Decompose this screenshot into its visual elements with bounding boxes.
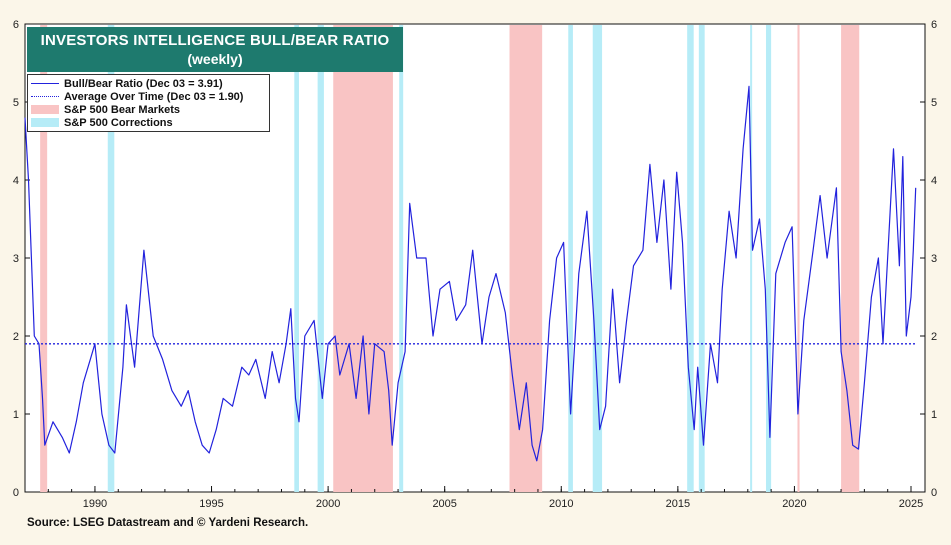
legend-swatch-correction [31, 118, 59, 127]
legend-item-bear: S&P 500 Bear Markets [31, 103, 180, 116]
x-tick-label-2: 2000 [316, 498, 340, 510]
bear-market-band-4 [841, 25, 860, 492]
legend-label-average: Average Over Time (Dec 03 = 1.90) [64, 90, 244, 103]
correction-band-8 [750, 25, 753, 492]
x-tick-label-6: 2020 [782, 498, 806, 510]
legend-label-correction: S&P 500 Corrections [64, 116, 173, 129]
x-tick-label-0: 1990 [83, 498, 107, 510]
series-group [24, 85, 917, 462]
y-tick-label-right-0: 0 [931, 487, 937, 499]
correction-band-9 [765, 25, 772, 492]
bear-market-band-0 [40, 25, 48, 492]
legend-swatch-bear [31, 105, 59, 114]
y-tick-label-right-4: 4 [931, 175, 937, 187]
bear-market-band-1 [333, 25, 393, 492]
correction-band-6 [687, 25, 694, 492]
y-tick-label-left-6: 6 [13, 19, 19, 31]
y-tick-label-right-3: 3 [931, 253, 937, 265]
legend-label-bear: S&P 500 Bear Markets [64, 103, 180, 116]
chart-subtitle: (weekly) [187, 51, 243, 67]
x-tick-label-4: 2010 [549, 498, 573, 510]
series-line-0 [24, 85, 917, 462]
correction-band-7 [698, 25, 705, 492]
x-tick-label-5: 2015 [666, 498, 690, 510]
y-tick-label-right-2: 2 [931, 331, 937, 343]
correction-band-4 [568, 25, 573, 492]
x-tick-label-3: 2005 [432, 498, 456, 510]
y-tick-label-right-6: 6 [931, 19, 937, 31]
y-tick-label-left-0: 0 [13, 487, 19, 499]
y-tick-label-left-4: 4 [13, 175, 19, 187]
legend-item-correction: S&P 500 Corrections [31, 116, 173, 129]
y-tick-label-right-5: 5 [931, 97, 937, 109]
bear-market-band-2 [509, 25, 543, 492]
axes-ticks: 0 0 1 1 2 2 3 3 4 4 5 5 6 6 1990 1995 2000 2005 2010 2015 20… [13, 19, 937, 510]
correction-band-3 [399, 25, 404, 492]
source-note: Source: LSEG Datastream and © Yardeni Re… [27, 517, 309, 529]
y-tick-label-left-2: 2 [13, 331, 19, 343]
correction-band-5 [592, 25, 603, 492]
x-tick-label-7: 2025 [899, 498, 923, 510]
legend-swatch-series [31, 83, 59, 84]
legend-item-series: Bull/Bear Ratio (Dec 03 = 3.91) [31, 77, 223, 90]
chart-title-box: INVESTORS INTELLIGENCE BULL/BEAR RATIO (… [27, 27, 403, 72]
legend-swatch-average [31, 96, 59, 97]
correction-band-0 [107, 25, 115, 492]
shaded-bands [40, 25, 860, 492]
legend: Bull/Bear Ratio (Dec 03 = 3.91) Average … [27, 74, 270, 132]
chart-title: INVESTORS INTELLIGENCE BULL/BEAR RATIO [40, 32, 390, 49]
y-tick-label-left-3: 3 [13, 253, 19, 265]
x-tick-label-1: 1995 [199, 498, 223, 510]
y-tick-label-left-5: 5 [13, 97, 19, 109]
correction-band-1 [294, 25, 299, 492]
legend-label-series: Bull/Bear Ratio (Dec 03 = 3.91) [64, 77, 223, 90]
bear-market-band-3 [797, 25, 800, 492]
y-tick-label-left-1: 1 [13, 409, 19, 421]
correction-band-2 [317, 25, 324, 492]
y-tick-label-right-1: 1 [931, 409, 937, 421]
legend-item-average: Average Over Time (Dec 03 = 1.90) [31, 90, 243, 103]
